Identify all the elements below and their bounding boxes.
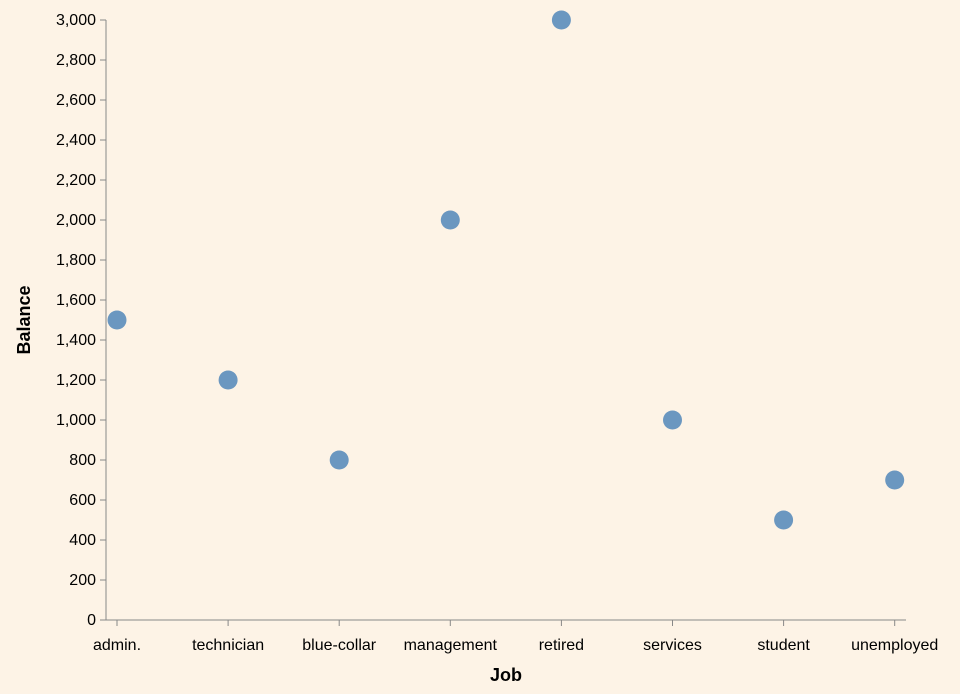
x-axis: admin. technician blue-collar management ret… [93, 619, 938, 654]
x-tick-label: services [643, 637, 702, 654]
y-tick-label: 200 [69, 572, 96, 589]
y-tick-label: 2,200 [56, 172, 96, 189]
x-tick-label: unemployed [851, 637, 938, 654]
y-axis: 0 200 400 600 800 1,000 1,200 1,400 1,600 1,800 2,… [56, 12, 107, 629]
y-tick-label: 1,600 [56, 292, 96, 309]
y-tick-label: 1,400 [56, 332, 96, 349]
x-tick-label: student [757, 637, 810, 654]
y-tick-label: 1,000 [56, 412, 96, 429]
y-tick-label: 1,800 [56, 252, 96, 269]
x-tick-label: blue-collar [302, 637, 376, 654]
x-tick-label: retired [539, 637, 584, 654]
y-tick-label: 3,000 [56, 12, 96, 29]
y-tick-label: 2,800 [56, 52, 96, 69]
x-tick-label: technician [192, 637, 264, 654]
data-point [440, 210, 460, 230]
data-points [107, 10, 905, 530]
data-point [107, 310, 127, 330]
data-point [774, 510, 794, 530]
x-tick-label: admin. [93, 637, 141, 654]
x-axis-title: Job [490, 665, 522, 685]
data-point [329, 450, 349, 470]
data-point [218, 370, 238, 390]
y-tick-label: 0 [87, 612, 96, 629]
data-point [551, 10, 571, 30]
y-tick-label: 400 [69, 532, 96, 549]
x-tick-label: management [404, 637, 498, 654]
y-tick-label: 600 [69, 492, 96, 509]
y-axis-title: Balance [14, 285, 34, 354]
y-tick-label: 2,400 [56, 132, 96, 149]
y-tick-label: 1,200 [56, 372, 96, 389]
data-point [663, 410, 682, 430]
data-point [885, 470, 905, 490]
y-tick-label: 2,000 [56, 212, 96, 229]
y-tick-label: 800 [69, 452, 96, 469]
y-tick-label: 2,600 [56, 92, 96, 109]
